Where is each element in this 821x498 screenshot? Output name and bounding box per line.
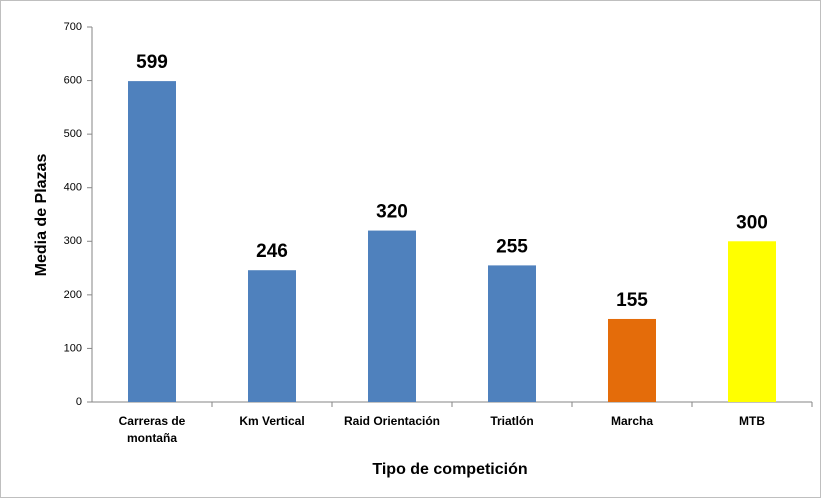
y-tick-label: 600 [64,74,82,86]
y-tick-label: 0 [76,396,82,408]
data-label: 320 [376,202,408,223]
x-tick-label: Carreras de montaña [119,414,186,445]
bar [248,270,296,402]
data-label: 246 [256,241,288,262]
y-axis-title: Media de Plazas [33,154,50,277]
y-tick-label: 200 [64,289,82,301]
bar [608,318,656,402]
bar [488,265,536,402]
y-tick-label: 500 [64,128,82,140]
bar [368,230,416,402]
x-tick-label: Marcha [611,414,653,428]
x-tick-label: Km Vertical [239,414,304,428]
y-tick-label: 400 [64,182,82,194]
y-tick-label: 100 [64,342,82,354]
bar [728,241,776,402]
data-label: 155 [616,290,648,311]
bar [128,81,176,402]
data-label: 599 [136,52,168,73]
x-tick-label: Raid Orientación [344,414,440,428]
y-tick-label: 700 [64,21,82,33]
data-label: 255 [496,236,528,257]
x-tick-label: MTB [739,414,765,428]
y-tick-label: 300 [64,235,82,247]
data-label: 300 [736,212,768,233]
x-tick-label: Triatlón [490,414,533,428]
x-axis-title: Tipo de competición [372,461,527,478]
